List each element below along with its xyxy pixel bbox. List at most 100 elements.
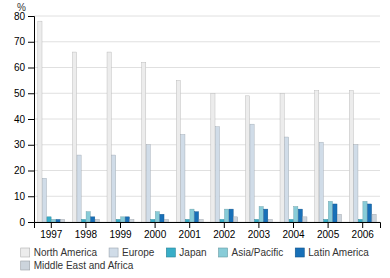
y-tick-label: 10 (14, 191, 26, 202)
bar (47, 217, 51, 222)
y-axis: 01020304050607080 (14, 11, 35, 228)
bar (56, 219, 60, 222)
x-tick: 2005 (317, 222, 340, 240)
legend-item: Japan (166, 247, 206, 258)
x-tick-mark (189, 222, 190, 228)
bar (130, 219, 134, 222)
bar (255, 219, 259, 222)
x-tick-label: 2003 (248, 229, 271, 240)
bar (220, 219, 224, 222)
bar (211, 93, 215, 222)
y-tick: 50 (14, 88, 34, 99)
bar (190, 209, 194, 222)
y-tick-mark (28, 93, 34, 94)
y-tick-mark (28, 145, 34, 146)
bar (176, 80, 180, 222)
legend-swatch (109, 248, 118, 257)
bar-series (51, 201, 367, 222)
bar (250, 124, 254, 222)
chart: North America Europe Japan Asia/Pacific Lati… (0, 0, 390, 278)
legend-item: Middle East and Africa (21, 260, 134, 271)
x-tick-mark (293, 222, 294, 228)
x-tick: 1997 (40, 222, 63, 240)
y-tick-mark (28, 119, 34, 120)
y-tick: 70 (14, 36, 34, 47)
y-tick-label: 0 (19, 217, 25, 228)
legend-item: North America (21, 247, 98, 258)
bar-series (47, 217, 363, 222)
x-tick-label: 2004 (282, 229, 305, 240)
legend-item: Europe (109, 247, 155, 258)
y-tick-mark (28, 196, 34, 197)
x-tick: 1998 (75, 222, 98, 240)
grid-line (34, 144, 380, 145)
bar (86, 212, 90, 222)
grid (34, 16, 380, 222)
y-tick: 40 (14, 114, 34, 125)
grid-line (34, 93, 380, 94)
x-axis: 1997 1998 1999 2000 2001 2002 2003 2004 2005 2006 (35, 222, 381, 240)
bar (72, 52, 76, 222)
bar (328, 201, 332, 222)
bar (280, 93, 284, 222)
bar (95, 219, 99, 222)
grid-line (34, 196, 380, 197)
bar (229, 209, 233, 222)
y-tick: 0 (19, 217, 34, 228)
bar (245, 96, 249, 222)
x-tick-label: 1999 (109, 229, 132, 240)
bar (264, 209, 268, 222)
bar (259, 207, 263, 222)
plot: 0102030405060708019971998199920002001200… (14, 2, 381, 240)
bar (82, 219, 86, 222)
bar (164, 219, 168, 222)
bar-series (56, 204, 372, 222)
x-tick-label: 2006 (352, 229, 375, 240)
bar (185, 219, 189, 222)
bar (151, 219, 155, 222)
bar (224, 209, 228, 222)
legend-swatch (295, 248, 304, 257)
bar (354, 145, 358, 222)
bar-series (42, 124, 358, 222)
bars (38, 21, 376, 222)
legend-swatch (166, 248, 175, 257)
x-tick-label: 2001 (179, 229, 202, 240)
bar-series (38, 21, 354, 222)
bar (333, 204, 337, 222)
bar (367, 204, 371, 222)
bar (363, 201, 367, 222)
legend-label: Middle East and Africa (34, 260, 134, 271)
legend-swatch (219, 248, 228, 257)
grid-line (34, 119, 380, 120)
bar (91, 217, 95, 222)
bar (349, 91, 353, 222)
legend-item: Asia/Pacific (219, 247, 284, 258)
y-tick-mark (28, 171, 34, 172)
bar (112, 155, 116, 222)
x-tick: 1999 (109, 222, 132, 240)
legend-label: North America (34, 247, 98, 258)
y-tick-label: 70 (14, 36, 26, 47)
grid-line (34, 67, 380, 68)
x-tick-label: 2002 (213, 229, 236, 240)
x-tick: 2000 (144, 222, 167, 240)
x-tick-label: 1998 (75, 229, 98, 240)
y-tick: 20 (14, 165, 34, 176)
y-tick-label: 50 (14, 88, 26, 99)
x-tick: 2002 (213, 222, 236, 240)
bar (77, 155, 81, 222)
bar (107, 52, 111, 222)
bar-series (61, 214, 377, 222)
bar (234, 217, 238, 222)
legend-label: Latin America (308, 247, 369, 258)
x-tick: 2003 (248, 222, 271, 240)
x-tick-mark (328, 222, 329, 228)
bar (51, 219, 55, 222)
y-axis-label: % (17, 2, 26, 13)
bar (181, 134, 185, 222)
x-tick-mark (155, 222, 156, 228)
y-tick-label: 20 (14, 165, 26, 176)
x-tick-mark (362, 222, 363, 228)
x-tick-mark (85, 222, 86, 228)
